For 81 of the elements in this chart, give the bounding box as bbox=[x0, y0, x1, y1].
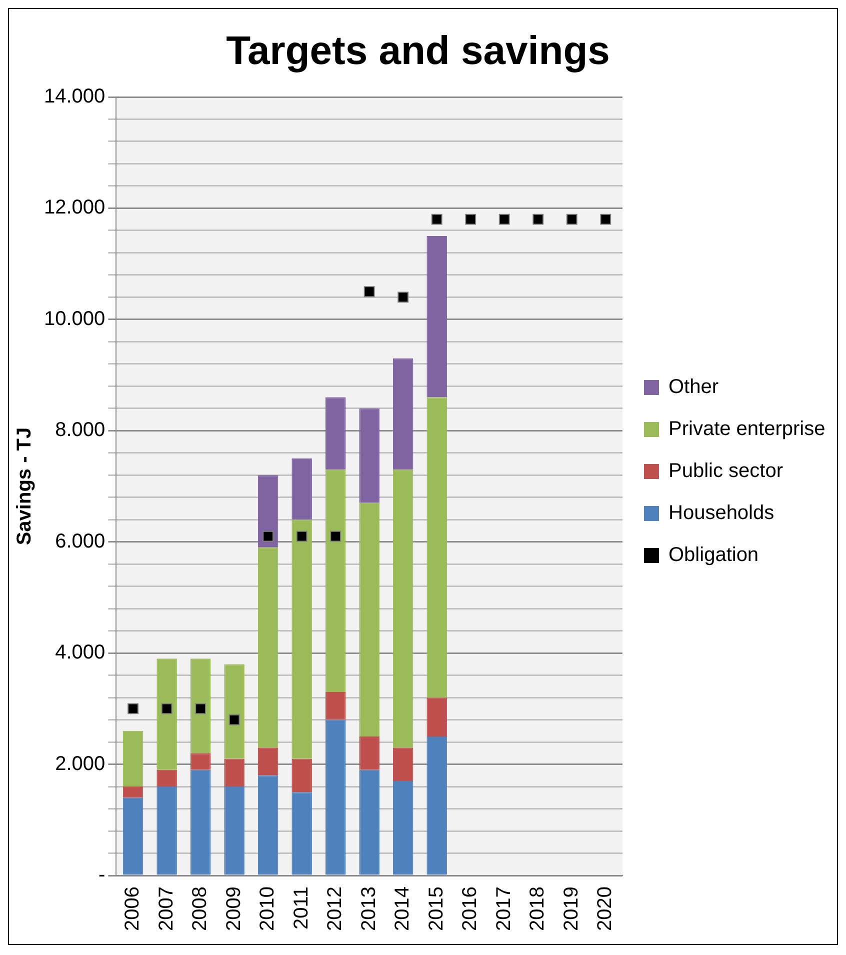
x-tick-label: 2018 bbox=[526, 886, 549, 932]
point bbox=[262, 530, 274, 542]
x-tick-label: 2012 bbox=[324, 886, 346, 932]
bar bbox=[190, 658, 211, 754]
x-tick-label: 2015 bbox=[425, 886, 448, 932]
point bbox=[465, 214, 476, 225]
x-tick-label: 2020 bbox=[594, 886, 616, 932]
x-tick-label: 2011 bbox=[290, 886, 312, 930]
point bbox=[398, 292, 409, 303]
legend-label: Obligation bbox=[668, 544, 759, 566]
y-axis-title: Savings - TJ bbox=[14, 427, 36, 546]
bar bbox=[190, 770, 211, 875]
bar bbox=[426, 698, 447, 736]
bar bbox=[359, 502, 380, 736]
legend-label: Households bbox=[668, 502, 774, 524]
point bbox=[128, 703, 138, 714]
bar bbox=[426, 397, 447, 698]
y-tick-label: 2.000 bbox=[55, 752, 106, 775]
bar bbox=[426, 736, 447, 875]
x-tick-label: 2006 bbox=[122, 886, 144, 932]
bar bbox=[258, 475, 278, 548]
bar bbox=[359, 736, 380, 770]
bar bbox=[392, 748, 414, 781]
bar bbox=[258, 547, 278, 748]
x-tick-label: 2014 bbox=[392, 886, 414, 932]
bar bbox=[156, 770, 177, 787]
bar bbox=[292, 758, 312, 792]
x-tick-label: 2019 bbox=[560, 886, 582, 932]
legend-label: Other bbox=[668, 376, 719, 398]
bar bbox=[325, 397, 346, 470]
bar bbox=[122, 786, 144, 798]
bar bbox=[325, 470, 346, 692]
bar bbox=[258, 775, 278, 875]
y-tick-label: 14.000 bbox=[44, 86, 106, 108]
bar bbox=[359, 408, 380, 503]
y-tick-label: 12.000 bbox=[44, 196, 106, 219]
point bbox=[532, 214, 544, 225]
y-tick-label: 4.000 bbox=[55, 642, 106, 664]
bar bbox=[258, 748, 278, 776]
bar bbox=[122, 730, 144, 787]
bar bbox=[224, 758, 244, 787]
point bbox=[498, 214, 510, 225]
legend-label: Public sector bbox=[668, 460, 784, 482]
bar bbox=[392, 358, 414, 470]
point bbox=[566, 214, 578, 225]
bar bbox=[426, 236, 447, 398]
point bbox=[330, 530, 342, 542]
point bbox=[600, 214, 612, 225]
bar bbox=[156, 658, 177, 770]
x-tick-label: 2016 bbox=[459, 886, 482, 932]
chart-title: Targets and savings bbox=[226, 29, 610, 74]
bar bbox=[156, 786, 177, 875]
bar bbox=[292, 792, 312, 875]
x-tick-label: 2008 bbox=[189, 886, 212, 932]
x-tick-label: 2010 bbox=[256, 886, 279, 932]
bar bbox=[392, 780, 414, 875]
bar bbox=[359, 770, 380, 875]
x-tick-label: 2009 bbox=[222, 886, 245, 932]
bar bbox=[292, 458, 312, 520]
point bbox=[296, 530, 308, 542]
y-tick-label: 10.000 bbox=[44, 308, 106, 330]
bar bbox=[224, 786, 244, 875]
bar bbox=[122, 798, 144, 875]
bar bbox=[325, 692, 346, 720]
y-tick-label: - bbox=[98, 864, 106, 886]
bar bbox=[325, 720, 346, 875]
point bbox=[161, 703, 172, 714]
legend-label: Private enterprise bbox=[668, 418, 826, 440]
point bbox=[431, 214, 442, 225]
y-tick-label: 6.000 bbox=[55, 530, 106, 552]
bar bbox=[224, 664, 244, 759]
x-tick-label: 2013 bbox=[358, 886, 380, 932]
point bbox=[364, 286, 375, 298]
x-tick-label: 2007 bbox=[155, 886, 178, 932]
bar bbox=[392, 470, 414, 748]
x-tick-label: 2017 bbox=[492, 886, 515, 932]
y-tick-label: 8.000 bbox=[55, 419, 106, 442]
point bbox=[228, 714, 240, 726]
bar bbox=[292, 520, 312, 759]
point bbox=[195, 703, 206, 714]
bar bbox=[190, 753, 211, 770]
